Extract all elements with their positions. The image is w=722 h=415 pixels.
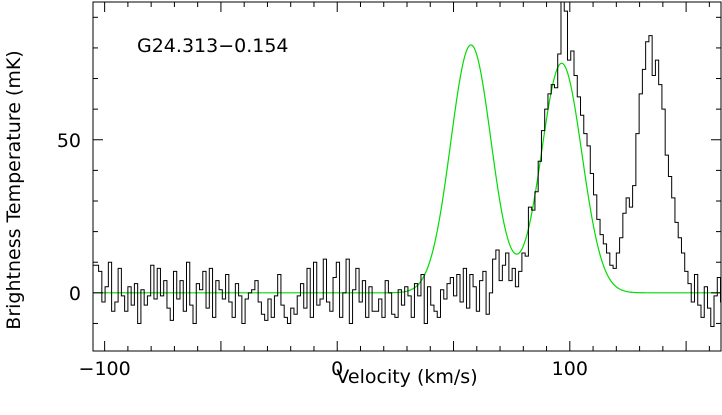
plot-area: [93, 2, 721, 328]
x-axis-label: Velocity (km/s): [336, 366, 477, 388]
x-tick-label: 100: [552, 358, 588, 380]
y-tick-label: 0: [69, 283, 81, 305]
axis-ticks: −100 0 100 0 50: [57, 2, 721, 380]
spectrum-annotation: G24.313−0.154: [137, 35, 289, 57]
x-tick-label: 0: [331, 358, 343, 380]
spectrum-line: [93, 2, 721, 328]
gaussian-fit-line: [93, 44, 721, 294]
y-tick-label: 50: [57, 130, 81, 152]
x-tick-label: −100: [79, 358, 131, 380]
y-axis-label: Brightness Temperature (mK): [3, 50, 25, 329]
